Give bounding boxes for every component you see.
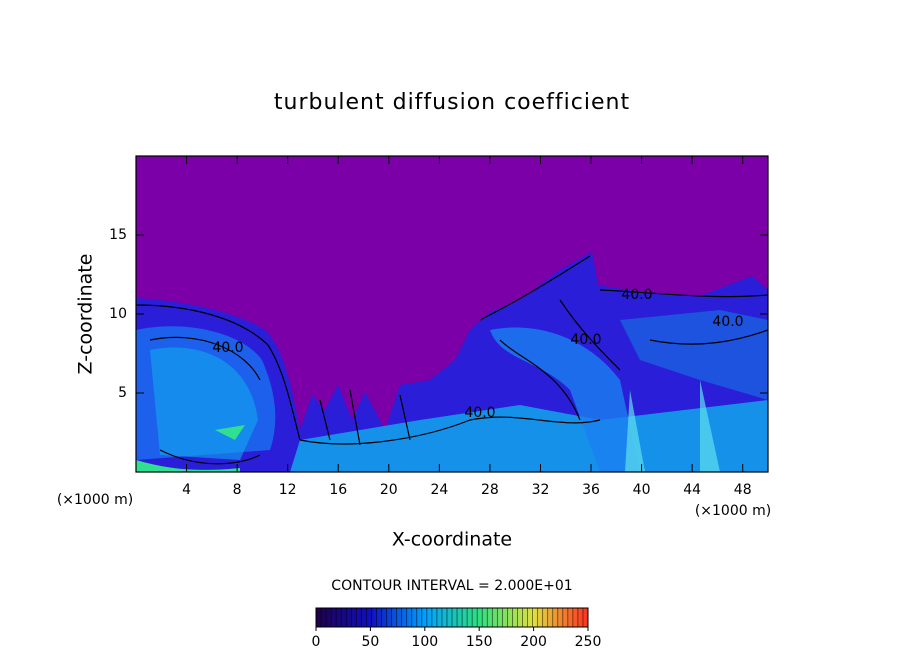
contour-label: 40.0 [570,332,601,348]
field-region [490,327,640,472]
x-tick-label: 40 [633,482,651,498]
colorbar-tick-label: 250 [575,634,602,650]
contour-line [559,289,768,371]
x-tick-label: 28 [481,482,499,498]
x-tick-label: 32 [532,482,550,498]
x-tick-label: 36 [582,482,600,498]
contour-line [319,339,581,446]
x-unit-label: (×1000 m) [57,492,133,508]
y-tick-label: 5 [118,385,127,401]
x-tick-label: 24 [430,482,448,498]
x-tick-label: 4 [182,482,191,498]
colorbar-tick-label: 0 [312,634,321,650]
x-tick-label: 44 [683,482,701,498]
field-region [620,310,768,400]
chart-title: turbulent diffusion coefficient [274,90,630,115]
contour-line [136,304,301,441]
field [136,156,768,472]
field-region [625,380,720,472]
contour-interval: CONTOUR INTERVAL = 2.000E+01 [331,578,572,594]
contour-line [299,255,601,445]
field-region [290,400,768,472]
x-tick-label: 16 [329,482,347,498]
contour-label: 40.0 [464,405,495,421]
x-tick-label: 12 [279,482,297,498]
y-tick-label: 15 [109,227,127,243]
field-region [215,425,245,440]
contour-line [149,336,261,465]
y-tick-label: 10 [109,306,127,322]
x-unit-label: (×1000 m) [695,503,771,519]
field-region [136,460,240,472]
x-tick-label: 20 [380,482,398,498]
colorbar-tick-label: 150 [466,634,493,650]
contour-label: 40.0 [212,340,243,356]
colorbar-tick-label: 100 [411,634,438,650]
colorbar-tick-label: 200 [520,634,547,650]
contour-label: 40.0 [712,314,743,330]
colorbar-tick-label: 50 [361,634,379,650]
contour-label: 40.0 [621,287,652,303]
y-axis-label: Z-coordinate [75,254,97,375]
x-tick-label: 8 [233,482,242,498]
x-tick-label: 48 [734,482,752,498]
x-axis-label: X-coordinate [392,529,512,551]
